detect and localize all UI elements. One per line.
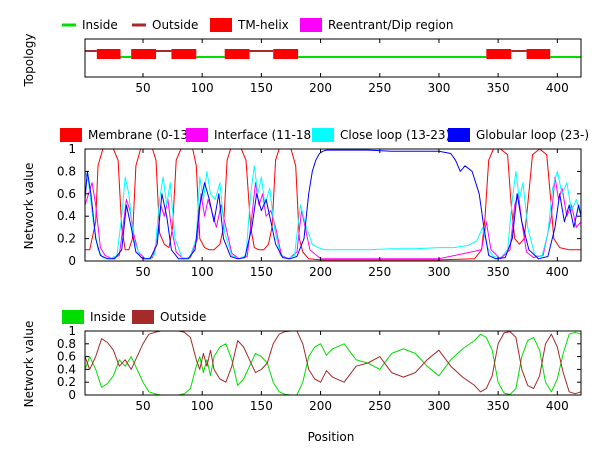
topology-x-tick-label: 50 xyxy=(135,81,150,95)
topology-x-tick-label: 300 xyxy=(427,81,450,95)
topology-ylabel: Topology xyxy=(22,34,36,88)
topology-legend-item-inside: Inside xyxy=(62,18,118,32)
network-values-y-tick-label: 0 xyxy=(68,254,76,268)
network-values-ylabel: Network value xyxy=(22,163,36,250)
network-values-y-tick-label: 0.8 xyxy=(57,164,76,178)
inside-outside-x-tick-label: 200 xyxy=(309,399,332,413)
network-values-legend-swatch-interface-11-18 xyxy=(186,128,208,142)
network-values-x-ticks: 50 100 150 200 250 300 350 400 xyxy=(135,149,569,279)
topology-legend-item-tm-helix: TM-helix xyxy=(210,18,289,32)
topology-tm-helix xyxy=(171,49,197,59)
topology-x-tick-label: 100 xyxy=(191,81,214,95)
network-values-y-tick-label: 0.6 xyxy=(57,187,76,201)
topology-tm-helix xyxy=(273,49,299,59)
topology-legend-swatch-reentrant-dip-region xyxy=(300,18,322,32)
network-values-frame xyxy=(84,148,582,262)
network-values-legend-item-close-loop-13-23: Close loop (13-23) xyxy=(312,128,450,142)
network-values-y-tick-label: 0.2 xyxy=(57,232,76,246)
topology-legend-label-outside: Outside xyxy=(152,18,198,32)
network-values-x-tick-label: 300 xyxy=(427,265,450,279)
network-values-x-tick-label: 250 xyxy=(368,265,391,279)
topology-tm-helix xyxy=(96,49,121,59)
network-values-legend-swatch-close-loop-13-23 xyxy=(312,128,334,142)
inside-outside-legend-swatch-outside xyxy=(132,310,154,324)
network-values-x-tick-label: 400 xyxy=(546,265,569,279)
topology-x-ticks: 50 100 150 200 250 300 350 400 xyxy=(135,39,569,95)
topology-plot xyxy=(85,49,581,59)
inside-outside-y-ticks: 00.20.40.60.81 xyxy=(57,324,581,402)
inside-outside-y-tick-label: 0.4 xyxy=(57,362,76,376)
network-values-x-tick-label: 350 xyxy=(487,265,510,279)
network-values-y-tick-label: 0.4 xyxy=(57,209,76,223)
network-values-legend-label-interface-11-18: Interface (11-18) xyxy=(214,128,316,142)
inside-outside-y-tick-label: 1 xyxy=(68,324,76,338)
network-values-y-tick-label: 1 xyxy=(68,142,76,156)
inside-outside-y-tick-label: 0 xyxy=(68,388,76,402)
network-values-x-tick-label: 150 xyxy=(250,265,273,279)
topology-legend-label-tm-helix: TM-helix xyxy=(237,18,289,32)
network-values-plot xyxy=(84,148,582,261)
network-values-series-globular-loop-23 xyxy=(84,149,582,260)
inside-outside-x-tick-label: 100 xyxy=(191,399,214,413)
inside-outside-x-tick-label: 350 xyxy=(487,399,510,413)
topology-legend-label-reentrant-dip-region: Reentrant/Dip region xyxy=(328,18,453,32)
topology-legend-swatch-tm-helix xyxy=(210,18,232,32)
topology-x-tick-label: 350 xyxy=(487,81,510,95)
inside-outside-panel: Network value Inside Outside 50 100 150 200 2… xyxy=(22,310,582,413)
inside-outside-frame xyxy=(84,330,582,396)
topology-legend: Inside Outside TM-helix Reentrant/Dip regio… xyxy=(62,18,453,32)
topology-tm-helix xyxy=(131,49,157,59)
inside-outside-x-tick-label: 250 xyxy=(368,399,391,413)
network-values-legend-item-membrane-0-13: Membrane (0-13) xyxy=(60,128,193,142)
topology-tm-helix xyxy=(486,49,512,59)
network-values-series-membrane-0-13 xyxy=(85,148,581,261)
inside-outside-y-tick-label: 0.8 xyxy=(57,337,76,351)
inside-outside-y-tick-label: 0.6 xyxy=(57,350,76,364)
topology-x-tick-label: 200 xyxy=(309,81,332,95)
inside-outside-x-tick-label: 50 xyxy=(135,399,150,413)
network-values-series-close-loop-13-23 xyxy=(84,165,582,260)
network-values-legend-item-globular-loop-23: Globular loop (23-) xyxy=(448,128,589,142)
inside-outside-series-outside xyxy=(84,330,582,395)
network-values-x-tick-label: 200 xyxy=(309,265,332,279)
inside-outside-legend: Inside Outside xyxy=(62,310,206,324)
topology-legend-item-reentrant-dip-region: Reentrant/Dip region xyxy=(300,18,453,32)
inside-outside-ylabel: Network value xyxy=(22,321,36,408)
inside-outside-y-tick-label: 0.2 xyxy=(57,375,76,389)
inside-outside-legend-item-outside: Outside xyxy=(132,310,206,324)
inside-outside-x-tick-label: 300 xyxy=(427,399,450,413)
network-values-legend-swatch-membrane-0-13 xyxy=(60,128,82,142)
network-values-legend-item-interface-11-18: Interface (11-18) xyxy=(186,128,316,142)
network-values-legend-label-membrane-0-13: Membrane (0-13) xyxy=(88,128,193,142)
inside-outside-plot xyxy=(84,330,582,396)
topology-frame xyxy=(84,38,582,78)
inside-outside-legend-swatch-inside xyxy=(62,310,84,324)
network-values-x-tick-label: 50 xyxy=(135,265,150,279)
inside-outside-legend-label-outside: Outside xyxy=(160,310,206,324)
inside-outside-x-ticks: 50 100 150 200 250 300 350 400 xyxy=(135,331,569,413)
network-values-panel: Network value Membrane (0-13) Interface (… xyxy=(22,128,589,279)
topology-tm-helix xyxy=(526,49,551,59)
network-values-legend-label-globular-loop-23: Globular loop (23-) xyxy=(476,128,589,142)
network-values-legend-swatch-globular-loop-23 xyxy=(448,128,470,142)
topology-tm-helix xyxy=(224,49,250,59)
topology-x-tick-label: 400 xyxy=(546,81,569,95)
topology-x-tick-label: 150 xyxy=(250,81,273,95)
inside-outside-x-tick-label: 150 xyxy=(250,399,273,413)
network-values-legend-label-close-loop-13-23: Close loop (13-23) xyxy=(340,128,450,142)
topology-legend-label-inside: Inside xyxy=(82,18,118,32)
inside-outside-legend-label-inside: Inside xyxy=(90,310,126,324)
topology-x-tick-label: 250 xyxy=(368,81,391,95)
topology-legend-item-outside: Outside xyxy=(132,18,198,32)
network-values-legend: Membrane (0-13) Interface (11-18) Close lo… xyxy=(60,128,589,142)
topology-panel: Topology Inside Outside TM-helix Reentrant/… xyxy=(22,18,582,95)
network-values-x-tick-label: 100 xyxy=(191,265,214,279)
x-axis-label: Position xyxy=(308,430,355,444)
inside-outside-legend-item-inside: Inside xyxy=(62,310,126,324)
inside-outside-series-inside xyxy=(84,331,582,396)
inside-outside-x-tick-label: 400 xyxy=(546,399,569,413)
